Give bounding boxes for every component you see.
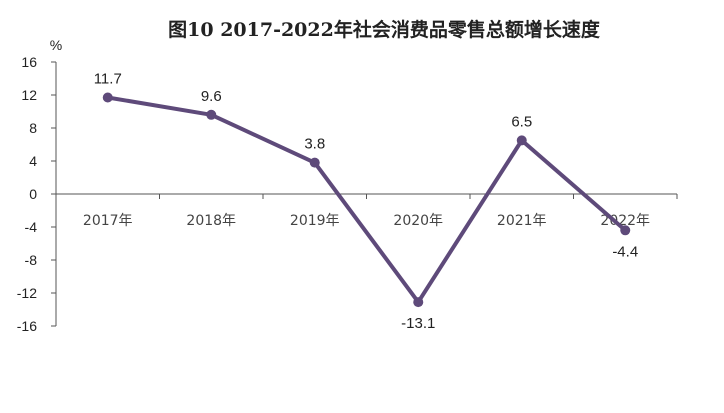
data-point — [309, 157, 320, 168]
data-point — [206, 109, 217, 120]
y-tick-label: -12 — [17, 285, 37, 301]
y-axis-unit: % — [50, 37, 62, 53]
y-tick-label: 0 — [29, 186, 37, 202]
x-tick-label: 2020年 — [393, 213, 443, 229]
x-tick-label: 2017年 — [83, 213, 133, 229]
data-point — [413, 297, 424, 308]
y-tick-label: -16 — [17, 318, 37, 334]
y-tick-label: -8 — [25, 252, 38, 268]
y-tick-label: 4 — [29, 153, 37, 169]
y-tick-label: 16 — [21, 54, 37, 70]
data-point — [620, 225, 631, 236]
y-tick-label: -4 — [25, 219, 38, 235]
x-tick-label: 2019年 — [290, 213, 340, 229]
x-tick-label: 2021年 — [497, 213, 547, 229]
series-path — [105, 95, 628, 305]
data-point — [102, 92, 113, 103]
chart-title: 图10 2017-2022年社会消费品零售总额增长速度 — [168, 18, 601, 41]
data-point — [516, 135, 527, 146]
data-label: 9.6 — [201, 88, 222, 105]
data-label: -13.1 — [401, 315, 435, 332]
data-label: -4.4 — [612, 243, 638, 260]
x-axis-ticks: 2017年 2018年 2019年 2020年 2021年 2022年 — [83, 194, 678, 229]
data-label: 6.5 — [511, 113, 532, 130]
y-tick-label: 8 — [29, 120, 37, 136]
x-tick-label: 2018年 — [186, 213, 236, 229]
data-label: 11.7 — [94, 70, 122, 87]
series-line — [102, 92, 631, 308]
y-axis-ticks: 16 12 8 4 0 -4 -8 -12 -16 — [17, 54, 56, 334]
y-tick-label: 12 — [21, 87, 37, 103]
data-labels: 11.7 9.6 3.8 -13.1 6.5 -4.4 — [94, 70, 638, 332]
data-label: 3.8 — [304, 136, 325, 153]
